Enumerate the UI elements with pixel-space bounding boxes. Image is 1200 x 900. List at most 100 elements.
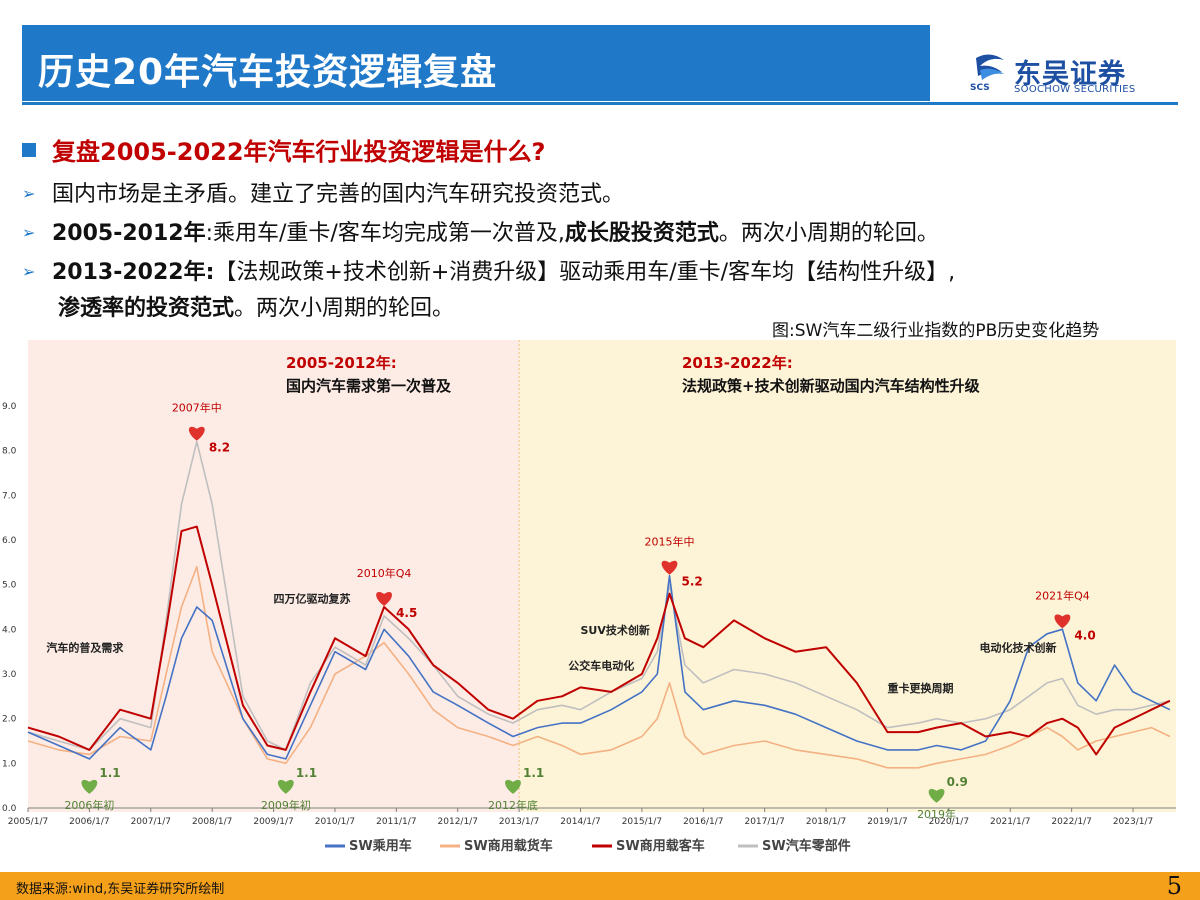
legend-label: SW乘用车 [349, 838, 412, 854]
bullet-text: 国内市场是主矛盾。建立了完善的国内汽车研究投资范式。 [52, 182, 625, 207]
x-tick-label: 2017/1/7 [744, 817, 784, 827]
page-number: 5 [1166, 872, 1182, 900]
x-tick-label: 2009/1/7 [253, 817, 293, 827]
arrow-bullet-icon: ➢ [22, 223, 36, 242]
x-tick-label: 2015/1/7 [622, 817, 662, 827]
figure-caption: 图:SW汽车二级行业指数的PB历史变化趋势 [772, 321, 1100, 341]
peak-heart-icon [661, 560, 678, 575]
pb-line-chart: 2005-2012年: 国内汽车需求第一次普及 2013-2022年: 法规政策+技术… [2, 340, 1176, 854]
trough-heart-icon [928, 788, 945, 803]
period-subtitle: 法规政策+技术创新驱动国内汽车结构性升级 [682, 377, 981, 395]
x-tick-label: 2011/1/7 [376, 817, 416, 827]
trough-heart-icon [277, 779, 294, 794]
chart-annotation: 电动化技术创新 [980, 641, 1057, 655]
x-tick-label: 2020/1/7 [929, 817, 969, 827]
trough-label: 2006年初 [64, 798, 114, 812]
trough-value: 1.1 [296, 766, 317, 780]
bullet-3: ➢ 2013-2022年:【法规政策+技术创新+消费升级】驱动乘用车/重卡/客车均… [22, 254, 955, 286]
question-text: 复盘2005-2022年汽车行业投资逻辑是什么? [52, 138, 546, 166]
chart-annotation: 四万亿驱动复苏 [274, 592, 351, 606]
y-tick-label: 2.0 [2, 715, 17, 725]
y-tick-label: 5.0 [2, 581, 17, 591]
bullet-1: ➢ 国内市场是主矛盾。建立了完善的国内汽车研究投资范式。 [22, 176, 624, 208]
bullet-bold: 成长股投资范式 [564, 221, 719, 246]
arrow-bullet-icon: ➢ [22, 262, 36, 281]
y-tick-label: 1.0 [2, 759, 17, 769]
bullet-text: 【法规政策+技术创新+消费升级】驱动乘用车/重卡/客车均【结构性升级】, [214, 260, 956, 285]
period-title: 2005-2012年: [286, 354, 397, 372]
x-tick-label: 2016/1/7 [683, 817, 723, 827]
logo-abbr: SCS [970, 83, 990, 93]
peak-value: 5.2 [682, 575, 703, 589]
trough-label: 2009年初 [261, 798, 311, 812]
x-tick-label: 2023/1/7 [1113, 817, 1153, 827]
peak-value: 8.2 [209, 441, 230, 455]
trough-value: 1.1 [99, 766, 120, 780]
bullet-text: 。两次小周期的轮回。 [234, 296, 455, 321]
trough-label: 2012年底 [488, 798, 538, 812]
x-tick-label: 2022/1/7 [1051, 817, 1091, 827]
bullet-bold: 渗透率的投资范式 [58, 296, 235, 321]
x-tick-label: 2006/1/7 [69, 817, 109, 827]
trough-heart-icon [505, 779, 521, 794]
data-source: 数据来源:wind,东吴证券研究所绘制 [16, 882, 225, 897]
logo-english-name: SOOCHOW SECURITIES [1014, 84, 1136, 95]
arrow-bullet-icon: ➢ [22, 184, 36, 203]
pb-chart: 2005-2012年: 国内汽车需求第一次普及 2013-2022年: 法规政策+技术… [0, 340, 1200, 870]
chart-annotation: SUV技术创新 [581, 623, 650, 637]
company-logo: 东吴证券 SOOCHOW SECURITIES SCS [970, 50, 1170, 100]
legend-label: SW商用载客车 [616, 838, 705, 854]
footer-bar: 数据来源:wind,东吴证券研究所绘制 5 [0, 872, 1200, 900]
period-subtitle: 国内汽车需求第一次普及 [286, 377, 452, 395]
x-tick-label: 2019/1/7 [867, 817, 907, 827]
y-tick-label: 0.0 [2, 804, 17, 814]
peak-label: 2007年中 [172, 401, 222, 415]
peak-label: 2010年Q4 [357, 566, 412, 580]
y-tick-label: 8.0 [2, 447, 17, 457]
x-tick-label: 2012/1/7 [438, 817, 478, 827]
bullet-bold: 2005-2012年 [52, 221, 206, 246]
peak-value: 4.0 [1074, 628, 1095, 642]
bullet-2: ➢ 2005-2012年:乘用车/重卡/客车均完成第一次普及,成长股投资范式。两次… [22, 215, 939, 247]
title-underline [22, 102, 1178, 105]
logo-chinese-name: 东吴证券 [1014, 59, 1126, 90]
chart-annotation: 公交车电动化 [568, 659, 634, 673]
series-line-1 [27, 574, 1171, 760]
square-bullet-icon [22, 143, 36, 157]
y-tick-label: 7.0 [2, 491, 17, 501]
bullet-bold: 2013-2022年: [52, 260, 215, 285]
chart-annotation: 重卡更换周期 [887, 681, 953, 695]
logo-mark-icon [976, 54, 1004, 80]
title-bar: 历史20年汽车投资逻辑复盘 [22, 25, 930, 101]
period-background [519, 340, 1176, 812]
bullet-3-continued: 渗透率的投资范式。两次小周期的轮回。 [58, 290, 454, 322]
peak-heart-icon [376, 592, 392, 606]
question-heading: 复盘2005-2022年汽车行业投资逻辑是什么? [22, 132, 545, 167]
peak-value: 4.5 [396, 606, 417, 620]
x-tick-label: 2007/1/7 [131, 817, 171, 827]
period-background [28, 340, 520, 812]
x-tick-label: 2021/1/7 [990, 817, 1030, 827]
y-tick-label: 4.0 [2, 625, 17, 635]
x-tick-label: 2008/1/7 [192, 817, 232, 827]
bullet-text: 。两次小周期的轮回。 [718, 221, 939, 246]
series-line-2 [27, 566, 1171, 769]
chart-annotation: 汽车的普及需求 [46, 641, 124, 655]
bullet-text: :乘用车/重卡/客车均完成第一次普及, [205, 221, 565, 246]
legend-label: SW汽车零部件 [762, 838, 851, 854]
x-tick-label: 2010/1/7 [315, 817, 355, 827]
peak-label: 2021年Q4 [1035, 588, 1090, 602]
period-title: 2013-2022年: [682, 354, 793, 372]
y-tick-label: 6.0 [2, 536, 17, 546]
x-tick-label: 2018/1/7 [806, 817, 846, 827]
peak-heart-icon [1054, 614, 1071, 629]
trough-value: 0.9 [947, 775, 968, 789]
series-line-3 [27, 525, 1171, 756]
x-tick-label: 2005/1/7 [8, 817, 48, 827]
x-tick-label: 2013/1/7 [499, 817, 539, 827]
page-title: 历史20年汽车投资逻辑复盘 [38, 52, 498, 93]
trough-heart-icon [81, 779, 98, 794]
trough-label: 2019年 [917, 807, 956, 821]
y-tick-label: 3.0 [2, 670, 17, 680]
x-tick-label: 2014/1/7 [560, 817, 600, 827]
